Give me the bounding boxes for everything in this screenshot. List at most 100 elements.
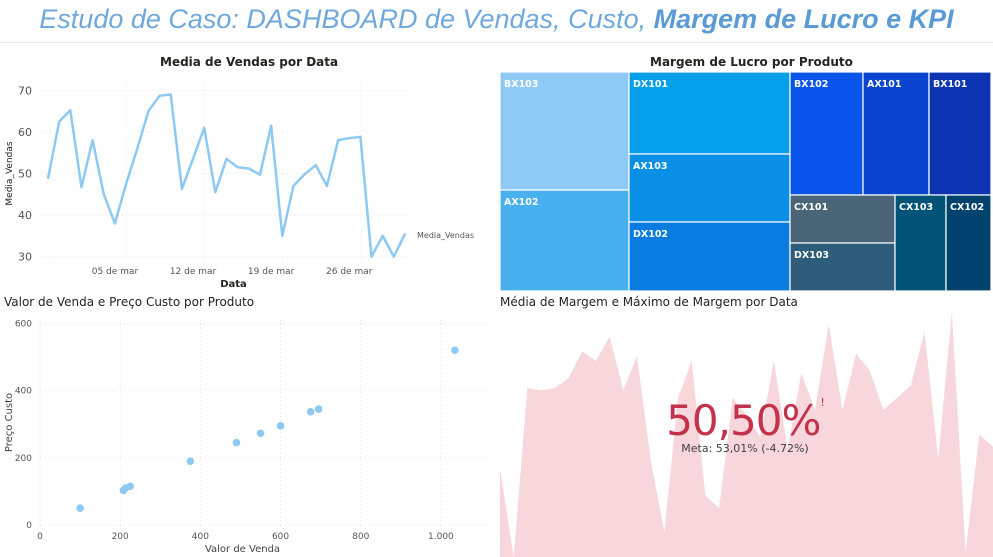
data-point (303, 173, 306, 176)
data-point (225, 158, 228, 160)
line-chart-title: Media de Vendas por Data (160, 55, 339, 69)
kpi-value-text: 50,50% (666, 396, 821, 445)
treemap-tile (789, 72, 864, 196)
y-tick-label: 0 (26, 521, 32, 531)
treemap-tile (928, 72, 992, 196)
treemap-chart: BX103 AX102 DX101 AX103 DX102 BX102 AX101 BX101… (500, 72, 992, 292)
data-point (192, 158, 194, 160)
scatter-point (256, 429, 265, 438)
data-point (181, 188, 183, 190)
treemap-label: DX102 (633, 229, 668, 240)
scatter-point (276, 422, 285, 430)
x-axis-title: Data (220, 279, 247, 290)
x-tick-label: 800 (352, 532, 369, 542)
y-axis-title: Preço Custo (4, 393, 15, 452)
kpi-trend-area (500, 312, 993, 557)
x-tick-label: 26 de mar (326, 267, 373, 277)
treemap-label: BX103 (504, 79, 538, 90)
data-point (102, 193, 105, 196)
scatter-point (451, 346, 459, 355)
x-tick-label: 19 de mar (248, 267, 295, 277)
x-tick-label: 200 (112, 532, 129, 542)
scatter-chart-title: Valor de Venda e Preço Custo por Produto (4, 295, 255, 309)
title-part2: Margem de Lucro e KPI (653, 4, 954, 34)
title-divider (0, 42, 993, 43)
treemap-label: AX103 (633, 161, 668, 172)
treemap-tile (945, 194, 992, 292)
x-tick-label: 600 (272, 532, 289, 542)
data-point (158, 94, 161, 97)
x-tick-label: 0 (37, 532, 43, 542)
y-tick-label: 60 (18, 126, 32, 139)
treemap-title: Margem de Lucro por Produto (650, 55, 853, 69)
scatter-point (232, 438, 241, 447)
x-tick-label: 05 de mar (92, 267, 139, 277)
data-point (381, 235, 384, 237)
treemap-label: AX101 (867, 79, 902, 90)
x-tick-label: 12 de mar (170, 267, 217, 277)
data-point (203, 126, 205, 129)
data-point (214, 191, 217, 194)
y-tick-label: 200 (15, 454, 32, 464)
data-point (292, 185, 295, 187)
data-point (359, 136, 362, 138)
y-tick-label: 40 (18, 209, 32, 222)
data-point (314, 164, 317, 166)
x-tick-label: 400 (192, 532, 209, 542)
treemap-tile (500, 72, 630, 191)
treemap-tile (628, 72, 791, 155)
y-axis-title: Media_Vendas (5, 141, 15, 205)
data-point (136, 147, 139, 150)
treemap-label: DX101 (633, 79, 668, 90)
treemap-label: BX102 (794, 79, 828, 90)
data-point (337, 139, 339, 142)
data-point (80, 186, 83, 189)
data-point (404, 233, 406, 235)
data-point (58, 120, 60, 123)
data-point (125, 183, 127, 185)
data-point (348, 137, 351, 139)
data-point (114, 222, 116, 225)
kpi-title: Média de Margem e Máximo de Margem por D… (500, 295, 798, 309)
treemap-tile (894, 194, 947, 292)
scatter-point (186, 457, 195, 465)
treemap-label: CX101 (794, 202, 828, 213)
treemap-label: CX102 (950, 202, 984, 213)
treemap-tile (500, 189, 630, 292)
y-tick-label: 400 (15, 387, 32, 397)
series-label: Media_Vendas (417, 231, 474, 240)
kpi-goal: Meta: 53,01% (-4.72%) (681, 442, 809, 455)
line-chart: 30 40 50 60 70 05 de mar 12 de mar 19 de mar 26 … (5, 82, 474, 290)
kpi-value: 50,50%! (500, 396, 990, 445)
scatter-point (76, 504, 84, 512)
data-point (270, 124, 272, 127)
data-point (69, 109, 72, 112)
data-point (281, 235, 284, 237)
data-point (236, 166, 239, 169)
kpi-status-icon: ! (820, 396, 825, 409)
data-point (47, 177, 49, 180)
y-tick-label: 600 (15, 319, 32, 329)
treemap-tile (789, 242, 896, 292)
data-point (393, 255, 395, 258)
treemap-tile (862, 72, 930, 196)
y-tick-label: 70 (18, 84, 32, 97)
scatter-chart: 0 200 400 600 0 200 400 600 800 1.000 Valor de Ven… (4, 319, 485, 555)
scatter-point (306, 407, 315, 416)
x-axis-title: Valor de Venda (205, 544, 280, 555)
data-point (91, 139, 94, 142)
series-line (46, 93, 407, 258)
treemap-label: AX102 (504, 197, 539, 208)
data-point (326, 185, 328, 187)
data-point (169, 93, 172, 96)
x-tick-label: 1.000 (428, 532, 454, 542)
data-point (147, 110, 150, 112)
scatter-point (314, 405, 323, 413)
treemap-label: CX103 (899, 202, 933, 213)
data-point (259, 173, 261, 176)
y-tick-label: 50 (18, 168, 32, 181)
dashboard-title: Estudo de Caso: DASHBOARD de Vendas, Cus… (0, 4, 993, 35)
data-point (248, 167, 250, 170)
treemap-label: BX101 (933, 79, 967, 90)
y-tick-label: 30 (18, 251, 32, 264)
